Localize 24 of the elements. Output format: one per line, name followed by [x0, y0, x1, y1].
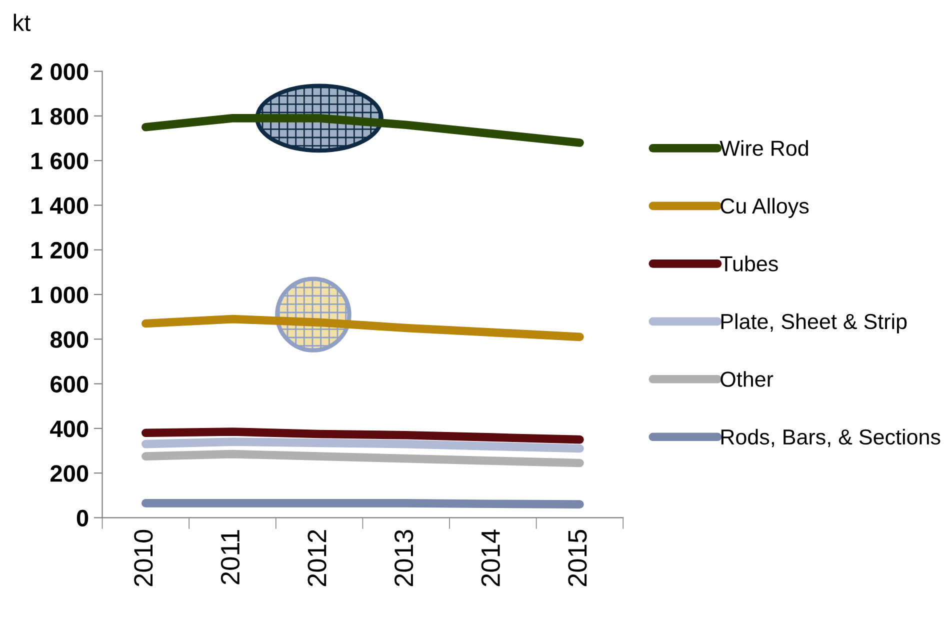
- x-tick-label: 2014: [481, 530, 500, 586]
- x-tick-label: 2010: [134, 530, 153, 586]
- y-tick-label: 400: [50, 420, 88, 438]
- y-tick-label: 1 800: [31, 108, 88, 125]
- y-tick-label: 1 200: [31, 242, 88, 259]
- x-tick-label: 2012: [308, 530, 326, 586]
- x-tick-label: 2015: [568, 530, 587, 586]
- legend-label: Rods, Bars, & Sections: [721, 428, 940, 448]
- y-tick-label: 600: [50, 376, 88, 393]
- y-tick-label: 0: [76, 510, 88, 526]
- x-tick-label: 2011: [220, 530, 240, 584]
- legend-label: Plate, Sheet & Strip: [721, 313, 907, 334]
- legend-label: Cu Alloys: [720, 198, 809, 218]
- x-tick-label: 2013: [394, 530, 414, 586]
- y-tick-label: 1 400: [31, 197, 88, 214]
- y-tick-label: 1 000: [31, 286, 88, 304]
- legend-label: Other: [720, 371, 774, 387]
- legend-label: Tubes: [720, 256, 778, 272]
- y-axis-title: kt: [14, 14, 31, 32]
- y-tick-label: 1 600: [31, 152, 88, 170]
- legend-label: Wire Rod: [720, 140, 808, 156]
- y-tick-label: 800: [50, 331, 88, 348]
- y-tick-label: 200: [50, 465, 88, 482]
- y-tick-label: 2 000: [30, 63, 88, 80]
